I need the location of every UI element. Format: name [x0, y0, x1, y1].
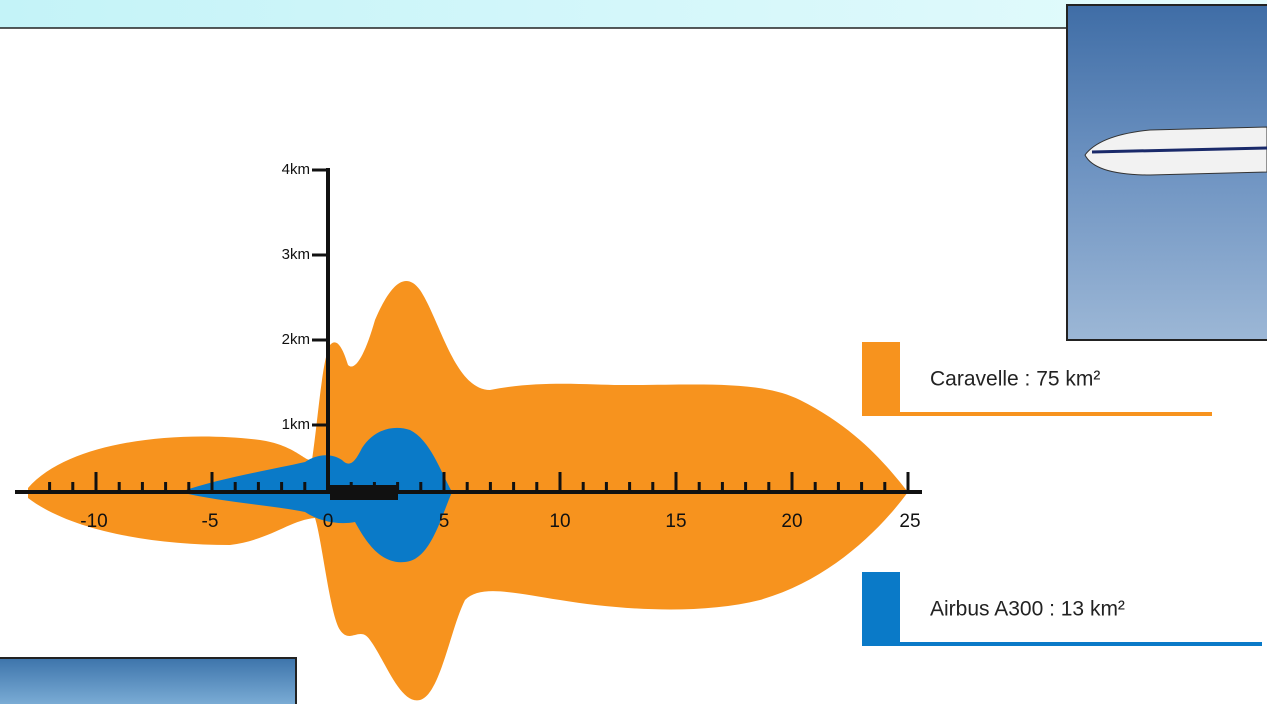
- x-axis-label: -10: [80, 511, 107, 532]
- y-axis-label: 3km: [282, 246, 310, 263]
- x-axis-label: 25: [899, 511, 920, 532]
- legend-caravelle: Caravelle : 75 km²: [862, 342, 1212, 416]
- legend-label: Caravelle : 75 km²: [930, 368, 1100, 391]
- diagram: 4km 3km 2km 1km -10 -5 0 5 10 15 20 25 C…: [0, 0, 1267, 704]
- x-axis-label: 5: [439, 511, 450, 532]
- x-axis-label: 0: [323, 511, 334, 532]
- y-axis-label: 1km: [282, 416, 310, 433]
- legend-airbus: Airbus A300 : 13 km²: [862, 572, 1262, 646]
- x-axis-label: 10: [549, 511, 570, 532]
- legend-label: Airbus A300 : 13 km²: [930, 598, 1125, 621]
- x-axis-label: 20: [781, 511, 802, 532]
- photo-caravelle: [1067, 5, 1267, 340]
- photo-airbus: [0, 658, 296, 704]
- y-axis-label: 2km: [282, 331, 310, 348]
- x-axis-label: 15: [665, 511, 686, 532]
- y-axis-label: 4km: [282, 161, 310, 178]
- x-axis-label: -5: [202, 511, 219, 532]
